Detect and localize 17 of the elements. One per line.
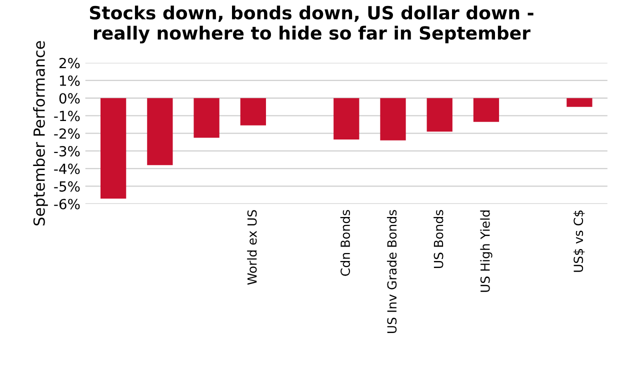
chart-title: Stocks down, bonds down, US dollar down - really nowhere to hide so far in September xyxy=(90,6,534,44)
y-tick-label: 0% xyxy=(59,93,80,104)
x-tick-label: US$ vs C$ xyxy=(573,210,585,272)
x-tick-label: US High Yield xyxy=(480,210,492,292)
x-tick-label: US Inv Grade Bonds xyxy=(386,210,397,334)
y-tick-label: 2% xyxy=(59,58,80,68)
x-tick-label: US Bonds xyxy=(434,210,444,268)
y-tick-label: -4% xyxy=(54,164,80,174)
y-tick-label: -3% xyxy=(54,146,80,156)
y-tick-label: -5% xyxy=(54,181,80,192)
y-tick-label: -6% xyxy=(54,198,80,210)
y-axis-title: September Performance xyxy=(33,41,48,226)
x-tick-label: World ex US xyxy=(247,210,257,285)
x-tick-label: Cdn Bonds xyxy=(340,210,350,276)
y-tick-label: -2% xyxy=(54,128,80,139)
y-tick-label: -1% xyxy=(54,110,80,122)
y-tick-label: 1% xyxy=(60,75,80,86)
